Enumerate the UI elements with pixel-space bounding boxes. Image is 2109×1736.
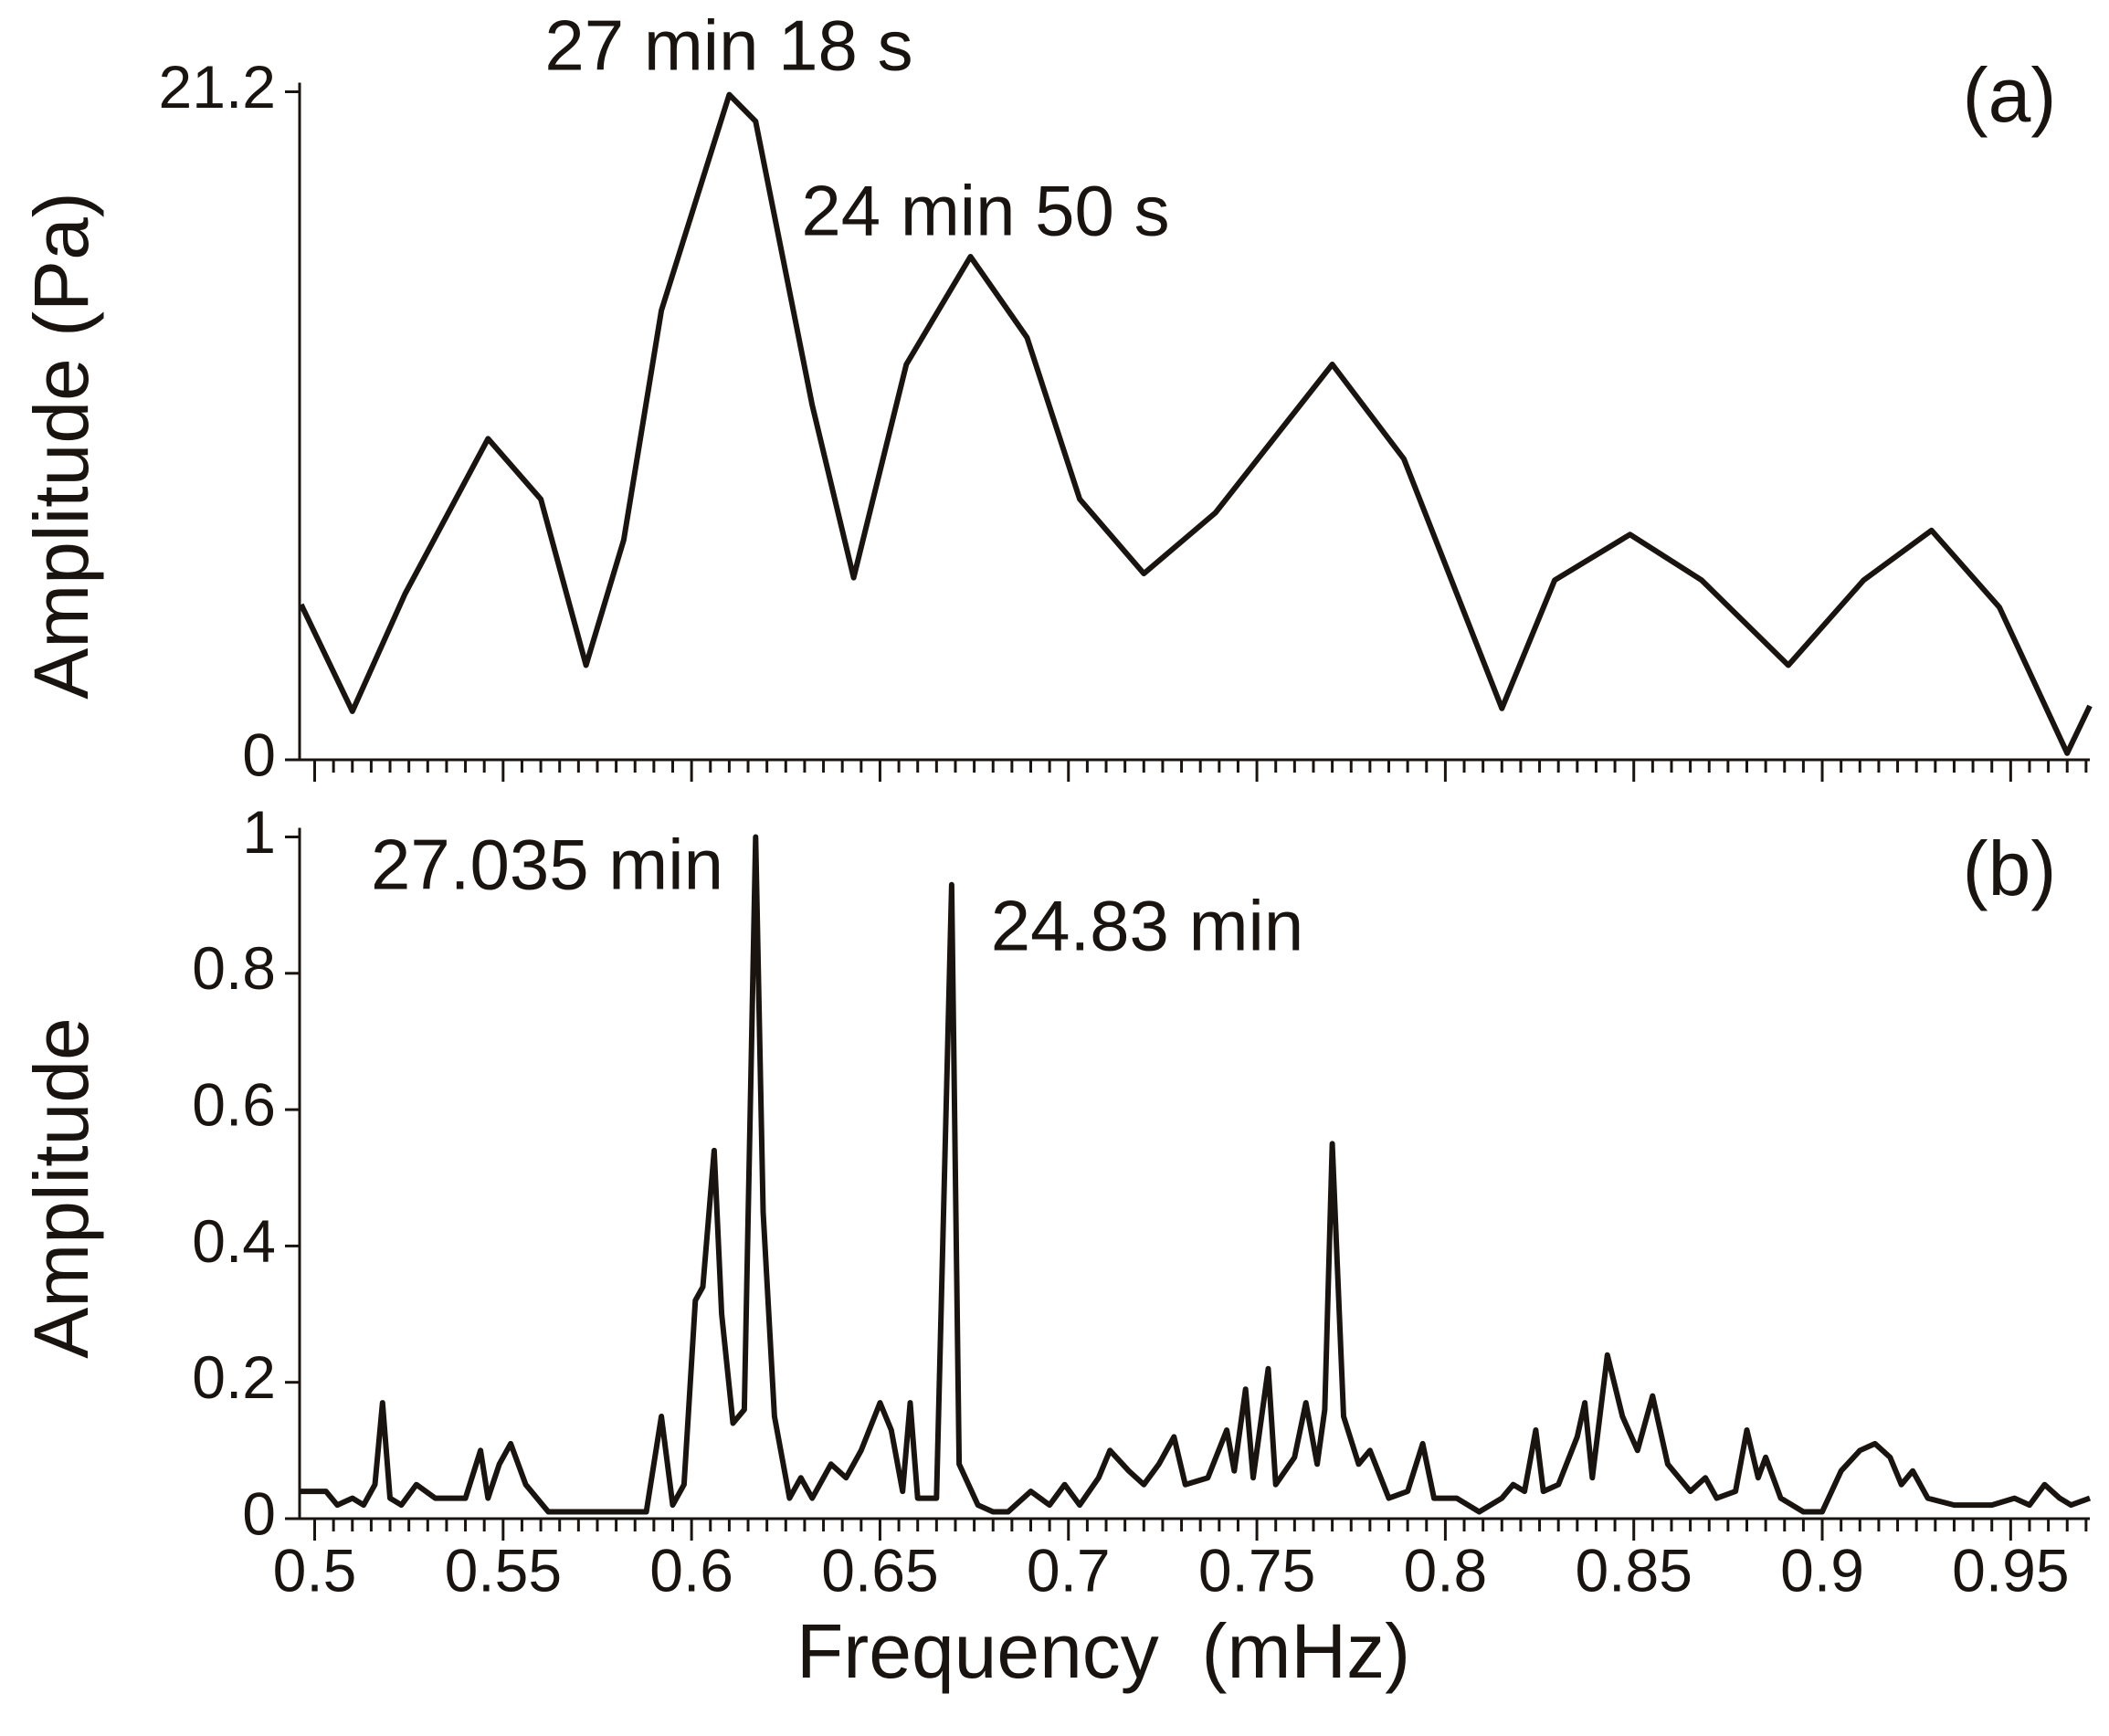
annotation: 24 min 50 s: [801, 171, 1169, 251]
y-tick-label: 0.2: [192, 1343, 276, 1411]
x-tick-label: 0.7: [1027, 1536, 1111, 1604]
x-tick-label: 0.55: [445, 1536, 562, 1604]
x-tick-label: 0.75: [1198, 1536, 1315, 1604]
y-tick-label: 0: [242, 1479, 276, 1547]
x-tick-label: 0.8: [1404, 1536, 1488, 1604]
annotation: 27 min 18 s: [544, 5, 912, 86]
x-tick-label: 0.95: [1952, 1536, 2069, 1604]
x-tick-label: 0.65: [821, 1536, 938, 1604]
panel-label: (a): [1963, 52, 2057, 138]
data-line: [300, 834, 2092, 1515]
y-tick-label: 0.8: [192, 934, 276, 1002]
x-tick-label: 0.5: [273, 1536, 357, 1604]
y-tick-label: 0.4: [192, 1207, 276, 1275]
y-tick-label: 0.6: [192, 1071, 276, 1139]
x-tick-label: 0.6: [649, 1536, 733, 1604]
y-axis-label: Amplitude: [18, 1017, 104, 1359]
annotation: 24.83 min: [991, 886, 1304, 966]
y-tick-label: 1: [242, 798, 276, 866]
x-tick-label: 0.85: [1575, 1536, 1692, 1604]
y-axis-label: Amplitude (Pa): [18, 192, 104, 700]
annotation: 27.035 min: [371, 825, 723, 905]
y-tick-label: 0: [242, 721, 276, 788]
x-tick-label: 0.9: [1780, 1536, 1864, 1604]
panel-label: (b): [1963, 826, 2057, 911]
data-line: [298, 91, 2093, 756]
y-tick-label: 21.2: [159, 53, 276, 121]
x-axis-label: Frequency (mHz): [796, 1608, 1410, 1694]
